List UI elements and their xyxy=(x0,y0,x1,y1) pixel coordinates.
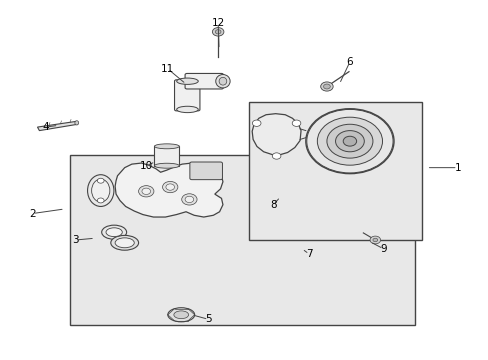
FancyBboxPatch shape xyxy=(184,73,223,89)
Polygon shape xyxy=(38,121,78,131)
Ellipse shape xyxy=(91,179,110,202)
Circle shape xyxy=(182,194,197,205)
Ellipse shape xyxy=(176,78,198,84)
Text: 6: 6 xyxy=(346,57,352,67)
Circle shape xyxy=(306,109,392,173)
Circle shape xyxy=(335,131,364,152)
Circle shape xyxy=(343,136,356,146)
Polygon shape xyxy=(252,114,301,154)
Circle shape xyxy=(165,184,174,190)
Ellipse shape xyxy=(111,235,138,250)
Ellipse shape xyxy=(102,225,126,239)
Bar xyxy=(249,102,421,240)
Circle shape xyxy=(215,30,221,34)
Circle shape xyxy=(369,236,380,244)
Ellipse shape xyxy=(75,121,79,125)
Ellipse shape xyxy=(115,238,134,248)
Ellipse shape xyxy=(106,228,122,237)
Circle shape xyxy=(317,117,382,165)
Text: 3: 3 xyxy=(72,235,79,245)
Text: 5: 5 xyxy=(205,314,211,324)
Ellipse shape xyxy=(87,175,114,207)
Circle shape xyxy=(320,82,332,91)
Text: 12: 12 xyxy=(211,18,224,28)
Circle shape xyxy=(162,181,178,193)
Circle shape xyxy=(326,124,372,158)
Ellipse shape xyxy=(167,308,194,322)
Ellipse shape xyxy=(154,144,179,149)
Circle shape xyxy=(252,120,261,126)
Circle shape xyxy=(212,28,224,36)
Ellipse shape xyxy=(174,311,188,319)
Text: 7: 7 xyxy=(305,249,312,259)
Circle shape xyxy=(323,84,329,89)
Text: 10: 10 xyxy=(140,161,153,171)
Circle shape xyxy=(142,188,150,194)
Bar xyxy=(69,155,414,325)
Text: 2: 2 xyxy=(29,208,36,219)
Text: 4: 4 xyxy=(42,122,49,132)
Circle shape xyxy=(97,178,104,183)
Circle shape xyxy=(372,238,377,242)
Ellipse shape xyxy=(219,77,226,85)
Text: 1: 1 xyxy=(453,163,460,173)
Polygon shape xyxy=(115,163,223,217)
FancyBboxPatch shape xyxy=(189,162,222,180)
Circle shape xyxy=(272,153,280,159)
Text: 8: 8 xyxy=(269,200,276,210)
Circle shape xyxy=(138,186,154,197)
Text: 9: 9 xyxy=(379,244,386,254)
Circle shape xyxy=(292,120,300,126)
Ellipse shape xyxy=(176,106,198,113)
Ellipse shape xyxy=(154,163,179,168)
Circle shape xyxy=(184,196,193,203)
Circle shape xyxy=(97,198,104,203)
FancyBboxPatch shape xyxy=(154,146,179,166)
FancyBboxPatch shape xyxy=(174,80,200,111)
Ellipse shape xyxy=(215,75,230,88)
Text: 11: 11 xyxy=(161,64,174,74)
